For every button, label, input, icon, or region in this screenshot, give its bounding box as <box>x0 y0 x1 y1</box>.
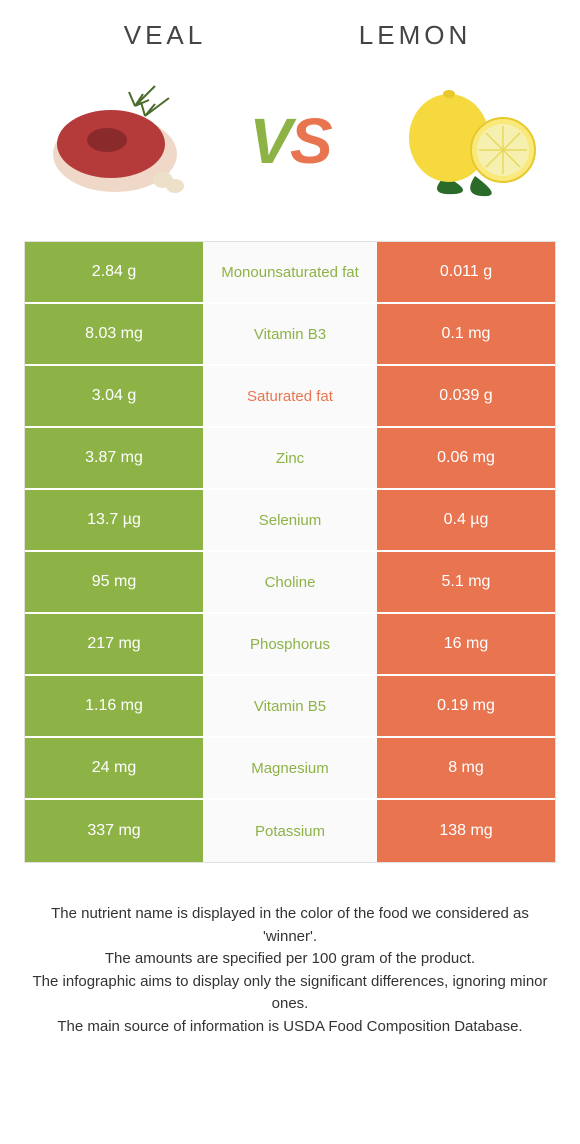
left-food-title: VEAL <box>40 20 290 51</box>
left-value: 2.84 g <box>25 242 203 302</box>
table-row: 95 mgCholine5.1 mg <box>25 552 555 614</box>
nutrient-label: Magnesium <box>203 738 377 798</box>
footer-line: The nutrient name is displayed in the co… <box>28 903 552 948</box>
footer-line: The amounts are specified per 100 gram o… <box>28 948 552 971</box>
footer-notes: The nutrient name is displayed in the co… <box>0 863 580 1038</box>
nutrient-label: Monounsaturated fat <box>203 242 377 302</box>
right-value: 0.1 mg <box>377 304 555 364</box>
right-value: 138 mg <box>377 800 555 862</box>
table-row: 3.04 gSaturated fat0.039 g <box>25 366 555 428</box>
right-value: 0.039 g <box>377 366 555 426</box>
nutrient-label: Selenium <box>203 490 377 550</box>
table-row: 1.16 mgVitamin B50.19 mg <box>25 676 555 738</box>
right-value: 0.06 mg <box>377 428 555 488</box>
images-row: VS <box>0 61 580 241</box>
table-row: 217 mgPhosphorus16 mg <box>25 614 555 676</box>
table-row: 2.84 gMonounsaturated fat0.011 g <box>25 242 555 304</box>
left-value: 95 mg <box>25 552 203 612</box>
nutrient-label: Vitamin B5 <box>203 676 377 736</box>
nutrient-table: 2.84 gMonounsaturated fat0.011 g8.03 mgV… <box>24 241 556 863</box>
vs-s: S <box>290 105 331 177</box>
footer-line: The main source of information is USDA F… <box>28 1016 552 1039</box>
left-value: 1.16 mg <box>25 676 203 736</box>
vs-v: V <box>249 105 290 177</box>
nutrient-label: Saturated fat <box>203 366 377 426</box>
veal-image <box>30 71 200 211</box>
table-row: 8.03 mgVitamin B30.1 mg <box>25 304 555 366</box>
table-row: 24 mgMagnesium8 mg <box>25 738 555 800</box>
table-row: 337 mgPotassium138 mg <box>25 800 555 862</box>
vs-label: VS <box>249 104 330 178</box>
header: VEAL LEMON <box>0 0 580 61</box>
left-value: 337 mg <box>25 800 203 862</box>
table-row: 3.87 mgZinc0.06 mg <box>25 428 555 490</box>
right-food-title: LEMON <box>290 20 540 51</box>
right-value: 0.19 mg <box>377 676 555 736</box>
left-value: 3.04 g <box>25 366 203 426</box>
lemon-image <box>380 71 550 211</box>
left-value: 24 mg <box>25 738 203 798</box>
footer-line: The infographic aims to display only the… <box>28 971 552 1016</box>
right-value: 16 mg <box>377 614 555 674</box>
nutrient-label: Zinc <box>203 428 377 488</box>
right-value: 0.4 µg <box>377 490 555 550</box>
right-value: 8 mg <box>377 738 555 798</box>
left-value: 217 mg <box>25 614 203 674</box>
right-value: 5.1 mg <box>377 552 555 612</box>
nutrient-label: Choline <box>203 552 377 612</box>
left-value: 13.7 µg <box>25 490 203 550</box>
left-value: 8.03 mg <box>25 304 203 364</box>
nutrient-label: Vitamin B3 <box>203 304 377 364</box>
table-row: 13.7 µgSelenium0.4 µg <box>25 490 555 552</box>
right-value: 0.011 g <box>377 242 555 302</box>
left-value: 3.87 mg <box>25 428 203 488</box>
nutrient-label: Potassium <box>203 800 377 862</box>
nutrient-label: Phosphorus <box>203 614 377 674</box>
